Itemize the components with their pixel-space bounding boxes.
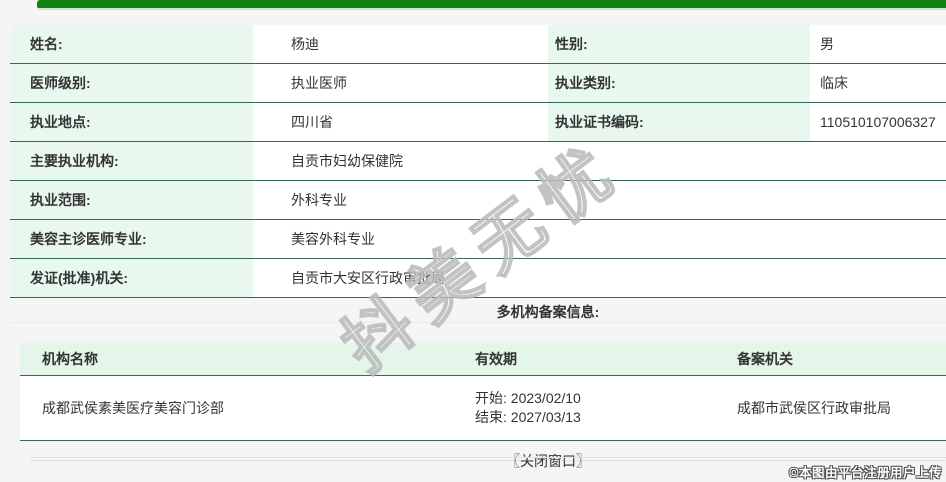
name-value: 杨迪 — [253, 25, 548, 64]
practice-category-value: 临床 — [810, 63, 946, 103]
bottom-divider — [30, 457, 946, 460]
close-window-link[interactable]: 〖关闭窗口〗 — [506, 453, 590, 469]
top-accent-bar — [37, 0, 946, 10]
practice-category-label: 执业类别: — [548, 63, 810, 103]
cert-number-value: 110510107006327 — [810, 102, 946, 142]
doctor-info-table: 姓名: 杨迪 性别: 男 医师级别: 执业医师 执业类别: 临床 执业地点: 四… — [10, 25, 946, 298]
name-label: 姓名: — [10, 25, 253, 64]
record-authority-value: 成都市武侯区行政审批局 — [735, 375, 946, 441]
info-row-location-cert: 执业地点: 四川省 执业证书编码: 110510107006327 — [10, 102, 946, 142]
info-row-name-gender: 姓名: 杨迪 性别: 男 — [10, 25, 946, 64]
main-org-value: 自贡市妇幼保健院 — [253, 141, 946, 181]
issuing-authority-value: 自贡市大安区行政审批局 — [253, 258, 946, 298]
info-row-level-category: 医师级别: 执业医师 执业类别: 临床 — [10, 63, 946, 103]
info-row-main-org: 主要执业机构: 自贡市妇幼保健院 — [10, 141, 946, 181]
validity-end: 结束: 2027/03/13 — [475, 409, 581, 425]
record-authority-header: 备案机关 — [735, 343, 946, 376]
main-content: 姓名: 杨迪 性别: 男 医师级别: 执业医师 执业类别: 临床 执业地点: 四… — [10, 25, 946, 471]
gender-label: 性别: — [548, 25, 810, 64]
multi-org-table: 机构名称 有效期 备案机关 成都武侯素美医疗美容门诊部 开始: 2023/02/… — [20, 343, 946, 441]
practice-scope-label: 执业范围: — [10, 180, 253, 220]
doctor-level-label: 医师级别: — [10, 63, 253, 103]
multi-org-section-title: 多机构备案信息: — [10, 298, 946, 323]
org-name-value: 成都武侯素美医疗美容门诊部 — [20, 375, 473, 441]
org-name-header: 机构名称 — [20, 343, 473, 376]
validity-value: 开始: 2023/02/10 结束: 2027/03/13 — [473, 375, 735, 441]
info-row-issuing-authority: 发证(批准)机关: 自贡市大安区行政审批局 — [10, 258, 946, 298]
practice-location-value: 四川省 — [253, 102, 548, 142]
doctor-level-value: 执业医师 — [253, 63, 548, 103]
info-row-scope: 执业范围: 外科专业 — [10, 180, 946, 220]
cert-number-label: 执业证书编码: — [548, 102, 810, 142]
main-org-label: 主要执业机构: — [10, 141, 253, 181]
validity-start: 开始: 2023/02/10 — [475, 390, 581, 406]
issuing-authority-label: 发证(批准)机关: — [10, 258, 253, 298]
multi-org-data-row: 成都武侯素美医疗美容门诊部 开始: 2023/02/10 结束: 2027/03… — [20, 375, 946, 441]
gender-value: 男 — [810, 25, 946, 64]
practice-location-label: 执业地点: — [10, 102, 253, 142]
validity-header: 有效期 — [473, 343, 735, 376]
copyright-watermark: ©本图由平台注册用户上传 — [789, 466, 942, 480]
practice-scope-value: 外科专业 — [253, 180, 946, 220]
info-row-cosmetic-specialty: 美容主诊医师专业: 美容外科专业 — [10, 219, 946, 259]
cosmetic-specialty-label: 美容主诊医师专业: — [10, 219, 253, 259]
cosmetic-specialty-value: 美容外科专业 — [253, 219, 946, 259]
multi-org-header-row: 机构名称 有效期 备案机关 — [20, 343, 946, 376]
